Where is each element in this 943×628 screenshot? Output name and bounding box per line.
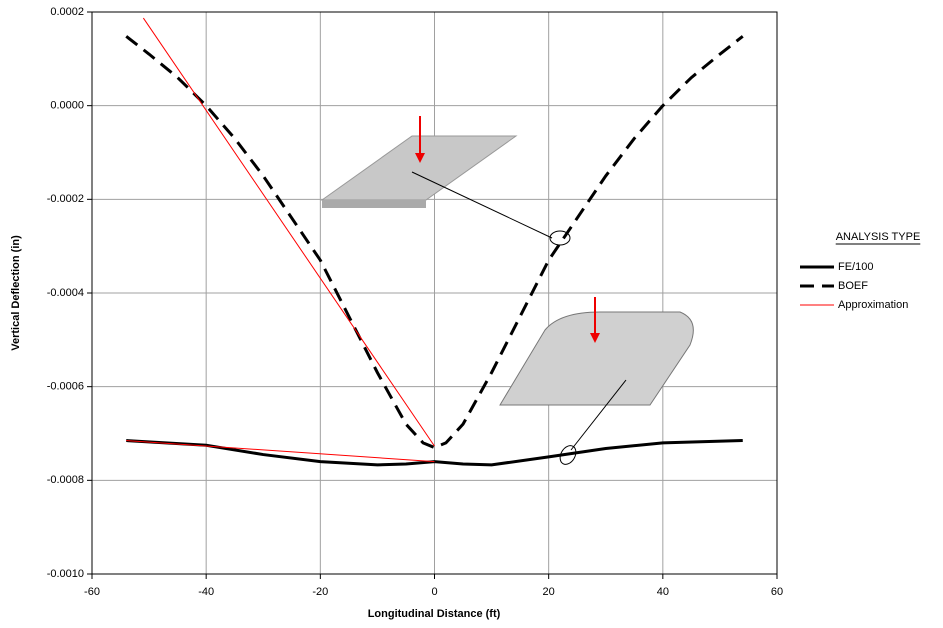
legend-label: BOEF: [838, 280, 868, 292]
y-tick-label: -0.0002: [47, 193, 84, 205]
legend-label: Approximation: [838, 299, 908, 311]
chart: Longitudinal Distance (ft) Vertical Defl…: [0, 0, 943, 628]
x-tick-label: 20: [543, 586, 555, 598]
x-tick-label: 60: [771, 586, 783, 598]
slab-edge: [322, 200, 426, 208]
x-tick-label: -40: [198, 586, 214, 598]
x-tick-label: 0: [431, 586, 437, 598]
x-tick-label: 40: [657, 586, 669, 598]
y-tick-label: 0.0002: [50, 6, 84, 18]
y-tick-label: 0.0000: [50, 100, 84, 112]
legend-title: ANALYSIS TYPE: [836, 231, 921, 243]
x-axis-title: Longitudinal Distance (ft): [368, 608, 501, 620]
legend-label: FE/100: [838, 261, 873, 273]
y-axis-title: Vertical Deflection (in): [10, 235, 22, 351]
y-tick-label: -0.0008: [47, 474, 84, 486]
x-tick-label: -60: [84, 586, 100, 598]
x-tick-label: -20: [312, 586, 328, 598]
y-tick-label: -0.0004: [47, 287, 84, 299]
y-tick-label: -0.0010: [47, 568, 84, 580]
y-tick-label: -0.0006: [47, 381, 84, 393]
